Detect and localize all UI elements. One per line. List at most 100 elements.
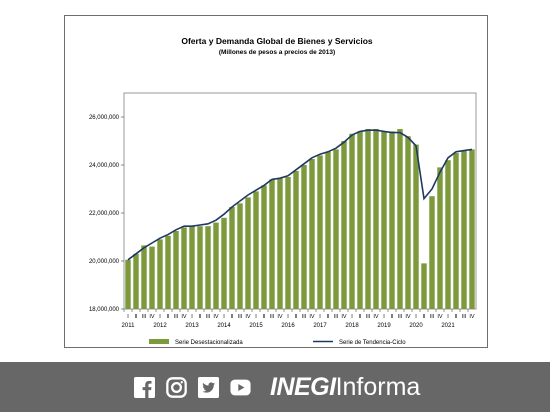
- bar: [237, 203, 243, 309]
- inegi-informa-logo: INEGIInforma: [270, 372, 420, 402]
- x-quarter-label: I: [223, 314, 225, 320]
- bar: [469, 149, 475, 309]
- chart-title: Oferta y Demanda Global de Bienes y Serv…: [181, 36, 373, 46]
- bar: [453, 153, 459, 309]
- bar: [277, 178, 283, 309]
- x-quarter-label: III: [398, 314, 403, 320]
- x-quarter-label: II: [294, 314, 298, 320]
- bar: [141, 245, 147, 309]
- x-quarter-label: III: [302, 314, 307, 320]
- bar: [261, 185, 267, 309]
- x-quarter-label: IV: [277, 314, 283, 320]
- bar: [189, 226, 195, 309]
- bar: [445, 160, 451, 309]
- bar: [421, 263, 427, 309]
- x-quarter-label: I: [319, 314, 321, 320]
- x-year-label: 2019: [377, 323, 391, 329]
- x-quarter-label: III: [462, 314, 467, 320]
- x-quarter-label: II: [454, 314, 458, 320]
- bar: [381, 131, 387, 309]
- x-quarter-label: II: [166, 314, 170, 320]
- x-year-label: 2012: [153, 323, 167, 329]
- bar: [149, 246, 155, 309]
- bar: [325, 151, 331, 309]
- x-quarter-label: IV: [149, 314, 155, 320]
- x-quarter-label: I: [383, 314, 385, 320]
- bar: [301, 165, 307, 309]
- bar: [461, 150, 467, 309]
- x-year-label: 2017: [313, 323, 327, 329]
- x-quarter-label: II: [390, 314, 394, 320]
- x-quarter-label: IV: [469, 314, 475, 320]
- footer-bar: INEGIInforma: [0, 362, 550, 412]
- x-quarter-label: II: [262, 314, 266, 320]
- y-tick-label: 26,000,000: [89, 115, 120, 121]
- legend-line-label: Serie de Tendencia-Ciclo: [339, 340, 406, 346]
- bar: [397, 129, 403, 309]
- bar: [173, 231, 179, 309]
- bar: [165, 235, 171, 309]
- x-quarter-label: IV: [309, 314, 315, 320]
- x-quarter-label: III: [366, 314, 371, 320]
- bar: [429, 196, 435, 309]
- x-year-label: 2021: [441, 323, 455, 329]
- x-quarter-label: IV: [181, 314, 187, 320]
- x-quarter-label: IV: [437, 314, 443, 320]
- legend-bar-swatch: [149, 339, 169, 344]
- y-tick-label: 18,000,000: [89, 307, 120, 313]
- x-quarter-label: III: [270, 314, 275, 320]
- x-quarter-label: I: [127, 314, 129, 320]
- y-tick-label: 22,000,000: [89, 211, 120, 217]
- chart-svg: Oferta y Demanda Global de Bienes y Serv…: [89, 36, 477, 346]
- x-quarter-label: II: [358, 314, 362, 320]
- x-year-label: 2011: [122, 323, 136, 329]
- x-year-label: 2016: [281, 323, 295, 329]
- bar: [341, 141, 347, 309]
- x-year-label: 2018: [345, 323, 359, 329]
- x-quarter-label: I: [159, 314, 161, 320]
- x-quarter-label: I: [255, 314, 257, 320]
- x-quarter-label: III: [142, 314, 147, 320]
- x-quarter-label: III: [430, 314, 435, 320]
- bar: [269, 179, 275, 309]
- x-year-label: 2015: [249, 323, 263, 329]
- x-quarter-label: I: [351, 314, 353, 320]
- bar: [357, 131, 363, 309]
- bar: [285, 177, 291, 309]
- bar: [245, 197, 251, 309]
- x-year-label: 2020: [409, 323, 423, 329]
- y-tick-label: 24,000,000: [89, 163, 120, 169]
- bar: [373, 129, 379, 309]
- x-quarter-label: II: [326, 314, 330, 320]
- x-quarter-label: I: [191, 314, 193, 320]
- bar: [309, 159, 315, 309]
- x-quarter-label: IV: [245, 314, 251, 320]
- x-quarter-label: IV: [373, 314, 379, 320]
- x-quarter-label: III: [238, 314, 243, 320]
- youtube-icon[interactable]: [230, 377, 251, 398]
- twitter-icon[interactable]: [198, 377, 219, 398]
- bar: [205, 226, 211, 309]
- bar: [333, 149, 339, 309]
- brand-bold-text: INEGI: [270, 373, 336, 401]
- bar: [213, 222, 219, 309]
- x-quarter-label: IV: [405, 314, 411, 320]
- bar: [181, 227, 187, 309]
- chart-subtitle: (Millones de pesos a precios de 2013): [219, 49, 335, 56]
- brand-light-text: Informa: [335, 373, 421, 401]
- bar: [405, 136, 411, 309]
- bar: [349, 133, 355, 309]
- bar: [229, 207, 235, 309]
- bar: [157, 239, 163, 309]
- chart-frame: Oferta y Demanda Global de Bienes y Serv…: [64, 15, 488, 348]
- x-quarter-label: II: [422, 314, 426, 320]
- facebook-icon[interactable]: [134, 377, 155, 398]
- y-tick-label: 20,000,000: [89, 259, 120, 265]
- instagram-icon[interactable]: [166, 377, 187, 398]
- bar: [293, 171, 299, 309]
- bar: [413, 144, 419, 309]
- x-quarter-label: II: [198, 314, 202, 320]
- bar: [133, 253, 139, 309]
- bar: [221, 217, 227, 309]
- bar: [125, 259, 131, 309]
